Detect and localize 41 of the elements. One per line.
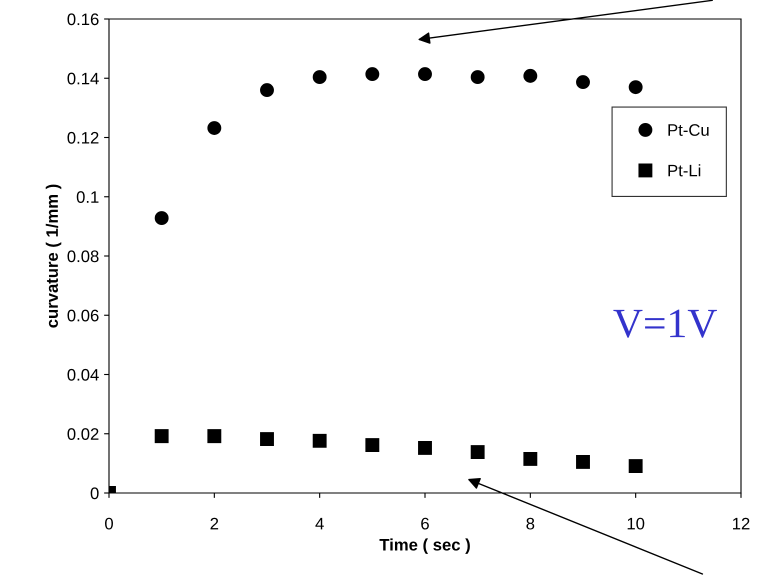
annotation: V=1V bbox=[613, 310, 717, 338]
y-tick-label: 0.12 bbox=[67, 132, 98, 144]
x-tick-label: 4 bbox=[315, 518, 324, 530]
point bbox=[418, 441, 432, 455]
y-tick-label: 0.14 bbox=[67, 72, 99, 84]
point bbox=[365, 67, 380, 82]
x-tick-label: 6 bbox=[421, 518, 429, 530]
point bbox=[628, 459, 643, 473]
y-tick-label: 0.02 bbox=[67, 428, 98, 440]
point bbox=[207, 429, 222, 444]
point bbox=[576, 454, 590, 469]
legend-label: Pt-Cu bbox=[668, 124, 709, 136]
x-tick-label: 10 bbox=[628, 518, 644, 530]
point bbox=[312, 434, 327, 448]
x-tick-label: 2 bbox=[210, 518, 218, 530]
y-tick-label: 0.08 bbox=[67, 250, 99, 262]
point bbox=[418, 67, 432, 82]
point bbox=[523, 68, 538, 83]
point bbox=[312, 70, 327, 84]
x-tick-label: 8 bbox=[526, 518, 534, 530]
y-tick-label: 0.06 bbox=[67, 310, 99, 322]
point bbox=[470, 70, 485, 84]
point bbox=[207, 121, 222, 135]
x-axis-title: Time ( sec ) bbox=[379, 538, 470, 554]
y-tick-label: 0 bbox=[90, 487, 99, 500]
point bbox=[365, 438, 380, 452]
x-tick-label: 0 bbox=[105, 518, 113, 530]
x-tick-label: 12 bbox=[733, 518, 750, 530]
point bbox=[260, 83, 274, 98]
y-tick-label: 0.16 bbox=[67, 13, 99, 26]
y-axis-title: curvature ( 1/mm ) bbox=[46, 184, 62, 328]
point bbox=[576, 75, 590, 90]
point bbox=[154, 211, 169, 226]
point bbox=[523, 452, 538, 466]
point bbox=[470, 445, 485, 460]
point bbox=[154, 429, 169, 444]
point bbox=[260, 432, 274, 446]
y-tick-label: 0.1 bbox=[76, 191, 98, 203]
point bbox=[628, 80, 643, 94]
legend-label: Pt-Li bbox=[668, 164, 700, 176]
y-tick-label: 0.04 bbox=[67, 368, 99, 381]
